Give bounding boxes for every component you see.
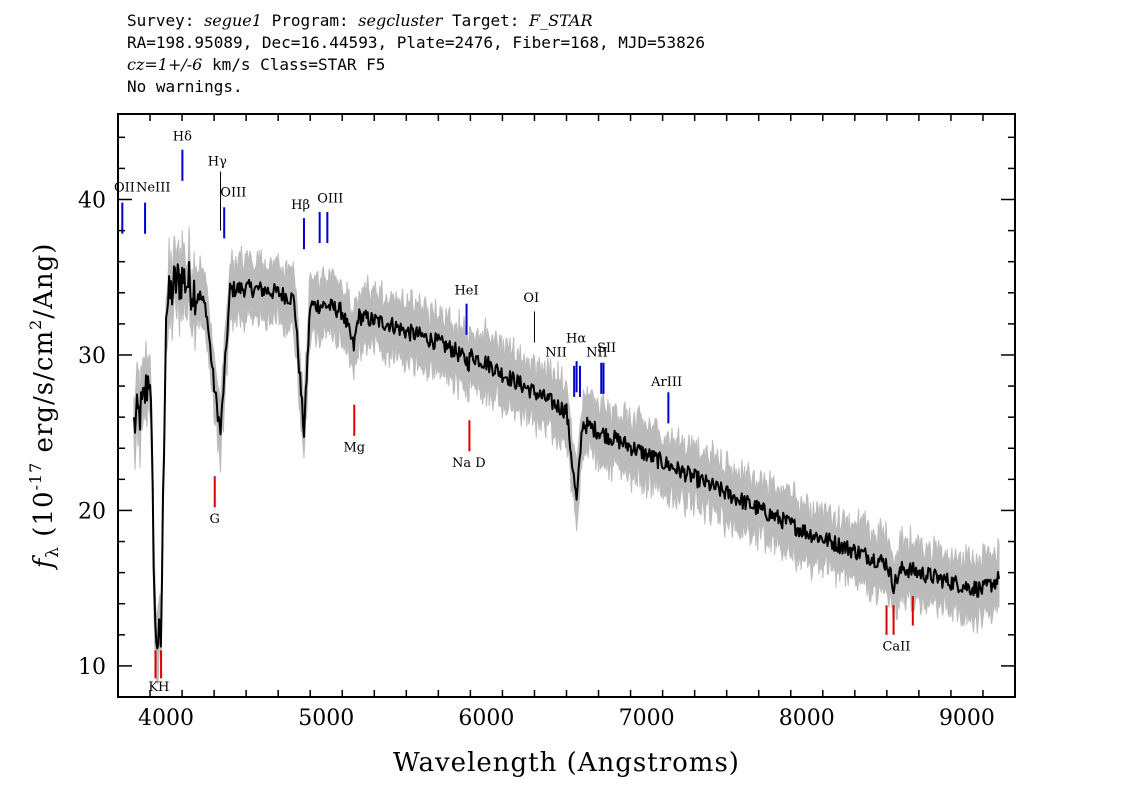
spectral-line-label: Na D (452, 456, 486, 471)
spectral-line-label: HeI (454, 283, 478, 298)
class-text: km/s Class=STAR F5 (202, 55, 386, 74)
y-axis-title-part: λ (43, 546, 63, 558)
program-value: segcluster (358, 11, 443, 30)
x-tick-label: 4000 (138, 706, 194, 731)
y-axis-title-part: f (29, 554, 59, 570)
header-line-survey: Survey: segue1 Program: segcluster Targe… (127, 10, 705, 32)
header-line-coordinates: RA=198.95089, Dec=16.44593, Plate=2476, … (127, 33, 705, 52)
survey-label: Survey: (127, 11, 205, 30)
x-tick-label: 6000 (458, 706, 514, 731)
spectral-line-label: NeIII (136, 181, 170, 196)
spectral-lines-layer (121, 149, 914, 679)
target-value: F_STAR (529, 11, 593, 30)
spectral-line-label: OIII (317, 192, 343, 207)
header-line-redshift: cz=1+/-6 km/s Class=STAR F5 (127, 54, 705, 76)
y-tick-label: 20 (78, 499, 106, 524)
y-tick-label: 30 (78, 344, 106, 369)
spectral-line-label: SII (597, 341, 616, 356)
spectral-line-label: G (210, 512, 220, 527)
spectral-line-label: Hβ (291, 198, 310, 213)
error-band (133, 226, 1000, 685)
spectral-line-label: ArIII (650, 375, 682, 390)
spectral-line-label: OI (523, 291, 539, 306)
x-tick-label: 9000 (939, 706, 995, 731)
spectrum-layer (133, 260, 1000, 650)
survey-value: segue1 (204, 11, 262, 30)
error-band-layer (133, 226, 1000, 685)
y-axis-title-part: /Ang) (29, 243, 59, 319)
spectral-line-label: KH (148, 680, 169, 695)
spectral-line-label: OII (114, 181, 135, 196)
x-axis-title: Wavelength (Angstroms) (393, 748, 740, 778)
y-axis-title-part: (10 (29, 490, 59, 546)
spectral-line-label: CaII (882, 639, 910, 654)
y-axis-title-part: -17 (26, 462, 45, 491)
x-tick-label: 5000 (298, 706, 354, 731)
axes-layer: 4000 5000 6000 7000 8000 9000 10 20 30 40 (78, 113, 1016, 731)
y-tick-label: 40 (78, 189, 106, 214)
y-tick-label: 10 (78, 655, 106, 680)
y-axis-title: fλ (10-17 erg/s/cm2/Ang) (26, 243, 63, 571)
spectral-line-label: NII (545, 346, 567, 361)
program-label: Program: (261, 11, 359, 30)
x-tick-label: 8000 (779, 706, 835, 731)
spectrum-line (133, 260, 1000, 650)
y-axis-title-part: erg/s/cm (29, 330, 59, 462)
x-tick-label: 7000 (619, 706, 675, 731)
spectrum-header: Survey: segue1 Program: segcluster Targe… (127, 10, 705, 98)
cz-value: cz=1+/-6 (127, 55, 203, 74)
spectral-line-label: Hα (566, 332, 586, 347)
spectral-line-label: Mg (343, 440, 365, 455)
y-axis-title-part: 2 (26, 319, 45, 330)
spectral-line-label: Hγ (208, 154, 227, 169)
spectral-line-label: Hδ (173, 129, 192, 144)
target-label: Target: (442, 11, 530, 30)
spectral-line-label: NII (586, 346, 608, 361)
header-line-warnings: No warnings. (127, 77, 243, 96)
spectral-line-label: OIII (220, 185, 246, 200)
